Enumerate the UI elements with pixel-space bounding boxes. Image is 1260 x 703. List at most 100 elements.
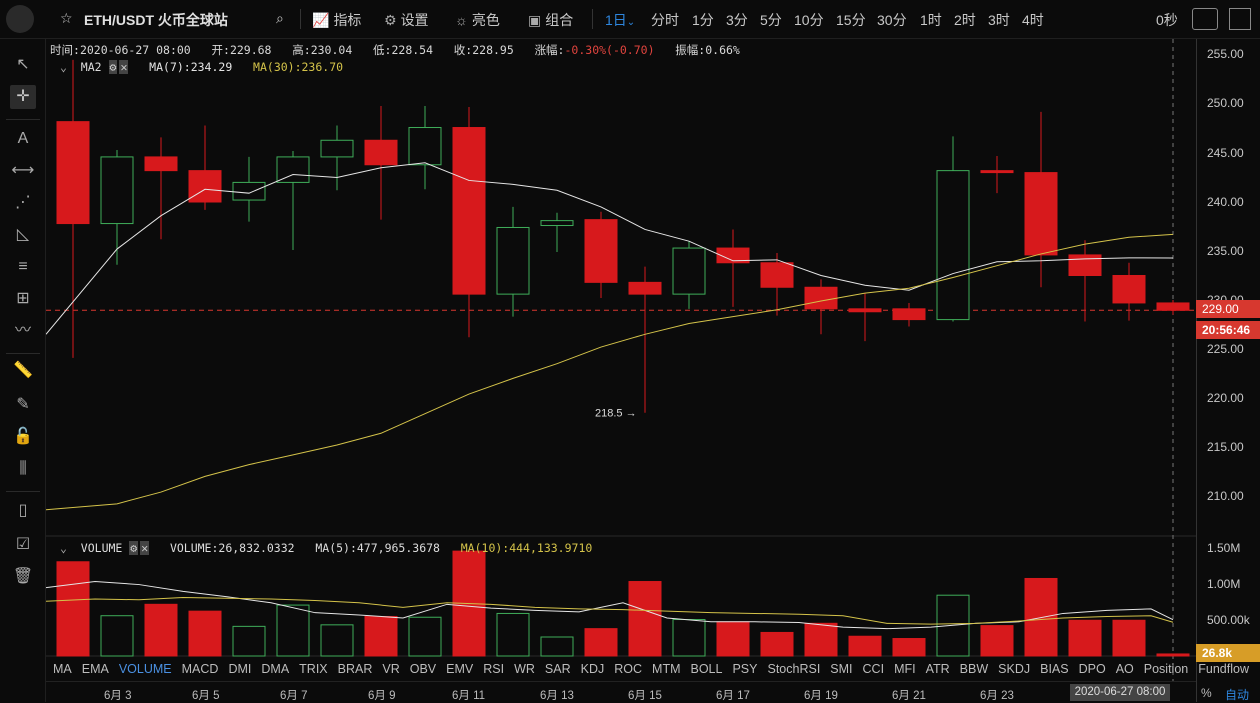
indicator-tab-brar[interactable]: BRAR	[337, 662, 373, 676]
indicator-tab-smi[interactable]: SMI	[830, 662, 853, 676]
interval-tab[interactable]: 15分	[836, 12, 866, 28]
indicator-tab-dmi[interactable]: DMI	[228, 662, 252, 676]
indicator-tab-dpo[interactable]: DPO	[1078, 662, 1106, 676]
volume-bar	[496, 612, 530, 657]
candle-body	[716, 247, 750, 264]
interval-tab[interactable]: 5分	[760, 12, 782, 28]
camera-icon[interactable]	[1192, 8, 1218, 30]
interval-tab[interactable]: 1时	[920, 12, 942, 28]
collapse-chevron-icon[interactable]: ⌄	[60, 541, 67, 555]
top-toolbar: ☆ ETH/USDT 火币全球站 ⌕ 📈 指标 ⚙ 设置 ☼ 亮色 ▣ 组合 1日⌄ 分…	[0, 0, 1260, 39]
x-tick: 6月 17	[716, 690, 750, 702]
combo-button[interactable]: ▣ 组合	[528, 10, 573, 30]
candlestick-chart[interactable]: 218.5 →	[46, 39, 1196, 681]
search-icon[interactable]: ⌕	[276, 10, 284, 26]
indicator-tab-boll[interactable]: BOLL	[690, 662, 723, 676]
logo-icon	[6, 5, 34, 33]
indicator-tab-bias[interactable]: BIAS	[1040, 662, 1069, 676]
indicator-tab-fundflow[interactable]: Fundflow	[1198, 662, 1249, 676]
auto-scale-toggle[interactable]: 自动	[1225, 688, 1250, 702]
y-tick: 240.00	[1207, 195, 1244, 209]
x-tick: 6月 19	[804, 690, 838, 702]
cursor-arrow-icon[interactable]: ↖	[16, 56, 30, 73]
indicator-tab-rsi[interactable]: RSI	[483, 662, 505, 676]
open-label: 开:	[211, 43, 230, 57]
indicator-tab-sar[interactable]: SAR	[544, 662, 571, 676]
candle-body	[232, 181, 266, 201]
interval-tab[interactable]: 2时	[954, 12, 976, 28]
parallel-tool-icon[interactable]: ≡	[18, 258, 28, 275]
indicator-tab-ma[interactable]: MA	[53, 662, 72, 676]
indicator-tab-trix[interactable]: TRIX	[299, 662, 328, 676]
line-tool-icon[interactable]: ⟷	[11, 162, 35, 179]
volume-bar	[408, 616, 442, 657]
indicator-tab-atr[interactable]: ATR	[925, 662, 950, 676]
bookmark-icon[interactable]: ▯	[18, 502, 28, 519]
indicator-tab-volume[interactable]: VOLUME	[118, 662, 172, 676]
indicator-tab-bbw[interactable]: BBW	[959, 662, 989, 676]
grid-tool-icon[interactable]: ⊞	[16, 290, 30, 307]
indicator-tab-roc[interactable]: ROC	[614, 662, 643, 676]
indicator-tab-vr[interactable]: VR	[382, 662, 400, 676]
indicator-tab-ao[interactable]: AO	[1115, 662, 1134, 676]
settings-button[interactable]: ⚙ 设置	[384, 10, 429, 30]
indicator-tab-mtm[interactable]: MTM	[652, 662, 681, 676]
checklist-icon[interactable]: ☑	[15, 536, 31, 553]
indicator-tab-skdj[interactable]: SKDJ	[998, 662, 1031, 676]
indicator-tab-mfi[interactable]: MFI	[894, 662, 916, 676]
trash-icon[interactable]: 🗑	[12, 568, 34, 585]
ma7-line	[46, 162, 1174, 335]
indicator-tab-emv[interactable]: EMV	[446, 662, 474, 676]
favorite-star-icon[interactable]: ☆	[60, 10, 73, 26]
indicator-tab-stochrsi[interactable]: StochRSI	[767, 662, 821, 676]
lock-icon[interactable]: 🔓	[13, 428, 33, 445]
indicator-tab-macd[interactable]: MACD	[181, 662, 219, 676]
divider	[6, 353, 40, 354]
interval-dropdown[interactable]: 1日⌄	[605, 10, 635, 30]
text-tool-icon[interactable]: A	[17, 130, 29, 147]
indicators-button[interactable]: 📈 指标	[312, 10, 361, 30]
indicator-tab-obv[interactable]: OBV	[409, 662, 437, 676]
indicator-tab-kdj[interactable]: KDJ	[580, 662, 605, 676]
fib-tool-icon[interactable]: ⋰	[15, 194, 31, 211]
indicator-tab-psy[interactable]: PSY	[732, 662, 758, 676]
triangle-tool-icon[interactable]: ◺	[16, 226, 30, 243]
candle-body	[320, 139, 354, 158]
x-tick: 6月 11	[452, 690, 486, 702]
volume-bar	[980, 625, 1014, 657]
time-axis[interactable]: 6月 3 6月 5 6月 7 6月 9 6月 11 6月 13 6月 15 6月…	[46, 681, 1196, 703]
close-icon[interactable]: ✕	[140, 541, 150, 555]
indicator-tab-position[interactable]: Position	[1143, 662, 1189, 676]
candles-icon[interactable]: ⫼	[19, 460, 27, 477]
interval-tab[interactable]: 10分	[794, 12, 824, 28]
interval-tab[interactable]: 3分	[726, 12, 748, 28]
close-icon[interactable]: ✕	[119, 60, 129, 74]
theme-button[interactable]: ☼ 亮色	[455, 10, 500, 30]
indicator-tab-cci[interactable]: CCI	[862, 662, 885, 676]
interval-tab[interactable]: 1分	[692, 12, 714, 28]
ruler-icon[interactable]: 📏	[13, 362, 33, 379]
price-axis[interactable]: 255.00 250.00 245.00 240.00 235.00 230.0…	[1196, 39, 1260, 702]
gear-icon[interactable]: ⚙	[108, 60, 118, 74]
wave-tool-icon[interactable]: 〰	[14, 322, 31, 339]
interval-tab[interactable]: 3时	[988, 12, 1010, 28]
interval-tab[interactable]: 分时	[651, 12, 679, 28]
indicator-tab-wr[interactable]: WR	[514, 662, 535, 676]
gear-icon[interactable]: ⚙	[129, 541, 139, 555]
volume-bar	[56, 561, 90, 657]
collapse-chevron-icon[interactable]: ⌄	[60, 60, 67, 74]
indicator-tab-dma[interactable]: DMA	[261, 662, 290, 676]
low-value: 228.54	[391, 43, 434, 57]
percent-toggle[interactable]: %	[1201, 686, 1212, 700]
indicator-tab-ema[interactable]: EMA	[81, 662, 109, 676]
symbol-title[interactable]: ETH/USDT 火币全球站	[84, 12, 228, 28]
interval-tab[interactable]: 30分	[877, 12, 907, 28]
volume-ma10: MA(10):444,133.9710	[460, 541, 593, 555]
pencil-icon[interactable]: ✎	[16, 396, 30, 413]
interval-tab[interactable]: 4时	[1022, 12, 1044, 28]
crosshair-icon[interactable]: ✛	[10, 85, 36, 109]
volume-value: VOLUME:26,832.0332	[169, 541, 295, 555]
fullscreen-icon[interactable]	[1229, 8, 1251, 30]
candle-body	[452, 127, 486, 295]
divider	[592, 9, 593, 29]
